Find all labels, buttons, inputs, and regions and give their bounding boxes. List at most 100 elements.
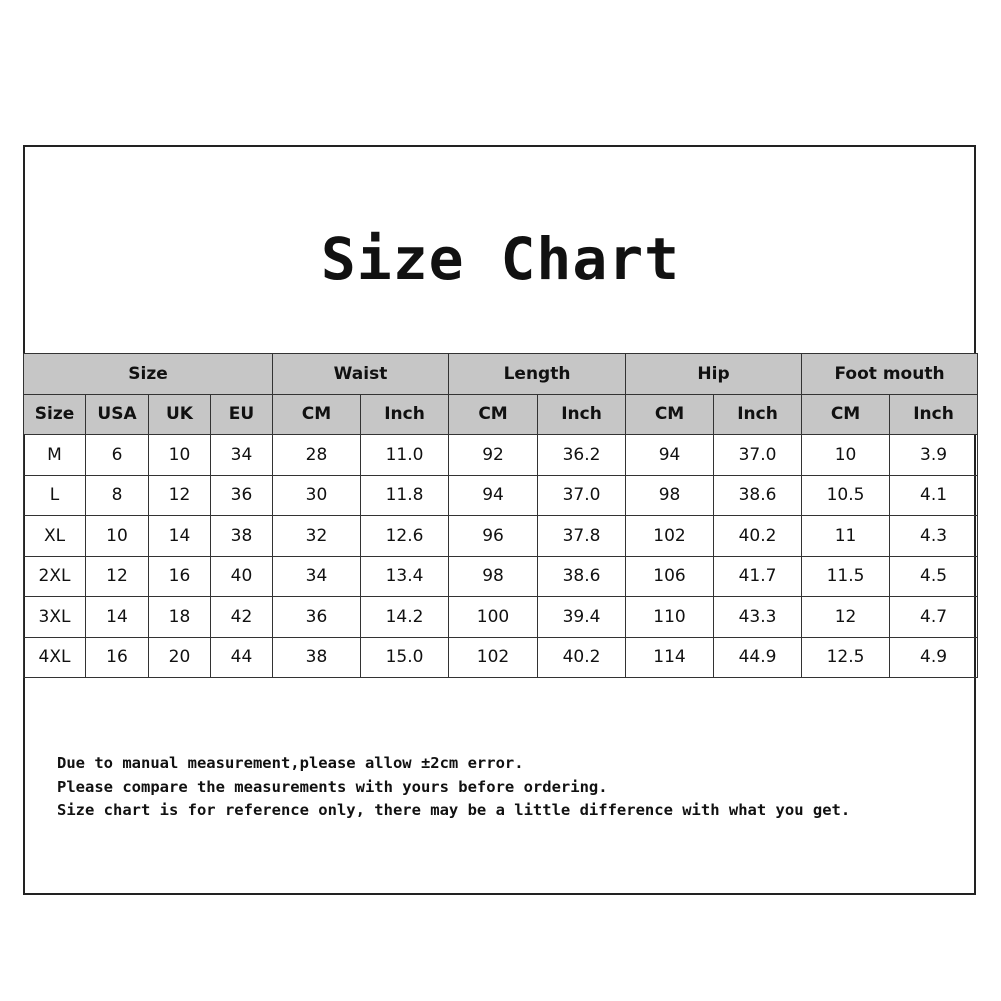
table-cell: 8 <box>85 474 149 516</box>
table-cell: 38 <box>272 636 361 678</box>
column-header: CM <box>625 393 715 435</box>
column-header: CM <box>801 393 891 435</box>
table-cell: 14 <box>85 596 149 638</box>
table-cell: 12.5 <box>801 636 891 678</box>
table-cell: 41.7 <box>713 555 803 597</box>
page-title: Size Chart <box>320 225 681 293</box>
table-row: 3XL 14 18 42 36 14.2 100 39.4 110 43.3 12 4.7 <box>23 596 979 638</box>
table-cell: 44 <box>210 636 273 678</box>
table-cell: 12.6 <box>359 515 450 557</box>
column-header: Size <box>23 393 86 435</box>
table-cell: 106 <box>625 555 715 597</box>
table-cell: 40 <box>210 555 273 597</box>
table-cell: 36.2 <box>537 434 627 476</box>
table-cell: 42 <box>210 596 273 638</box>
column-header: EU <box>210 393 273 435</box>
column-header: Inch <box>537 393 627 435</box>
column-header: CM <box>448 393 539 435</box>
table-cell: 39.4 <box>537 596 627 638</box>
table-cell: 16 <box>148 555 211 597</box>
table-cell: 20 <box>148 636 211 678</box>
column-header: Inch <box>713 393 803 435</box>
table-cell: 12 <box>148 474 211 516</box>
table-cell: XL <box>23 515 86 557</box>
table-cell: 114 <box>625 636 715 678</box>
table-cell: 12 <box>85 555 149 597</box>
table-row: 4XL 16 20 44 38 15.0 102 40.2 114 44.9 12.5 4.9 <box>23 636 979 678</box>
column-header: Inch <box>889 393 979 435</box>
group-header-row: Size Waist Length Hip Foot mouth <box>23 353 979 395</box>
note-line: Please compare the measurements with you… <box>57 777 608 796</box>
table-cell: 102 <box>448 636 539 678</box>
table-cell: 37.8 <box>537 515 627 557</box>
size-table: Size Waist Length Hip Foot mouth Size USA UK EU C… <box>23 353 979 678</box>
table-cell: 102 <box>625 515 715 557</box>
table-cell: 12 <box>801 596 891 638</box>
table-cell: 36 <box>272 596 361 638</box>
table-cell: 2XL <box>23 555 86 597</box>
table-cell: 4.3 <box>889 515 979 557</box>
table-cell: 16 <box>85 636 149 678</box>
group-header: Size <box>23 353 273 395</box>
table-cell: 13.4 <box>359 555 450 597</box>
table-cell: 94 <box>448 474 539 516</box>
table-cell: 43.3 <box>713 596 803 638</box>
table-cell: 37.0 <box>713 434 803 476</box>
table-cell: 32 <box>272 515 361 557</box>
table-cell: M <box>23 434 86 476</box>
table-cell: 3XL <box>23 596 86 638</box>
table-cell: 10 <box>148 434 211 476</box>
group-header: Foot mouth <box>801 353 979 395</box>
table-cell: 10.5 <box>801 474 891 516</box>
note-line: Due to manual measurement,please allow ±… <box>57 754 524 772</box>
table-row: L 8 12 36 30 11.8 94 37.0 98 38.6 10.5 4.1 <box>23 474 979 516</box>
table-cell: 14 <box>148 515 211 557</box>
table-cell: 98 <box>625 474 715 516</box>
group-header: Length <box>448 353 627 395</box>
notes: Due to manual measurement,please allow ±… <box>57 752 850 823</box>
table-cell: 36 <box>210 474 273 516</box>
table-cell: 11 <box>801 515 891 557</box>
table-cell: 96 <box>448 515 539 557</box>
column-header: UK <box>148 393 211 435</box>
table-row: XL 10 14 38 32 12.6 96 37.8 102 40.2 11 4.3 <box>23 515 979 557</box>
table-cell: 34 <box>272 555 361 597</box>
group-header: Hip <box>625 353 803 395</box>
note-line: Size chart is for reference only, there … <box>57 801 851 819</box>
table-cell: 110 <box>625 596 715 638</box>
column-header: CM <box>272 393 361 435</box>
table-cell: 40.2 <box>537 636 627 678</box>
table-cell: 18 <box>148 596 211 638</box>
table-cell: 11.0 <box>359 434 450 476</box>
table-cell: 28 <box>272 434 361 476</box>
group-header: Waist <box>271 353 450 395</box>
table-cell: 4.7 <box>889 596 979 638</box>
table-cell: 14.2 <box>359 596 450 638</box>
table-cell: 15.0 <box>359 636 450 678</box>
column-header: Inch <box>359 393 450 435</box>
table-cell: 98 <box>448 555 539 597</box>
table-cell: 34 <box>210 434 273 476</box>
table-cell: 94 <box>625 434 715 476</box>
sub-header-row: Size USA UK EU CM Inch CM Inch CM Inch CM Inch <box>23 393 979 435</box>
table-cell: 30 <box>272 474 361 516</box>
table-cell: 92 <box>448 434 539 476</box>
table-cell: 4.5 <box>889 555 979 597</box>
table-cell: 4.9 <box>889 636 979 678</box>
table-cell: 38.6 <box>537 555 627 597</box>
table-cell: 10 <box>85 515 149 557</box>
table-cell: 10 <box>801 434 891 476</box>
table-cell: 38 <box>210 515 273 557</box>
table-row: 2XL 12 16 40 34 13.4 98 38.6 106 41.7 11.5 4.5 <box>23 555 979 597</box>
table-cell: L <box>23 474 86 516</box>
table-cell: 37.0 <box>537 474 627 516</box>
table-cell: 44.9 <box>713 636 803 678</box>
table-cell: 4.1 <box>889 474 979 516</box>
table-cell: 100 <box>448 596 539 638</box>
table-cell: 6 <box>85 434 149 476</box>
table-cell: 3.9 <box>889 434 979 476</box>
table-cell: 38.6 <box>713 474 803 516</box>
column-header: USA <box>85 393 149 435</box>
table-row: M 6 10 34 28 11.0 92 36.2 94 37.0 10 3.9 <box>23 434 979 476</box>
table-cell: 11.8 <box>359 474 450 516</box>
